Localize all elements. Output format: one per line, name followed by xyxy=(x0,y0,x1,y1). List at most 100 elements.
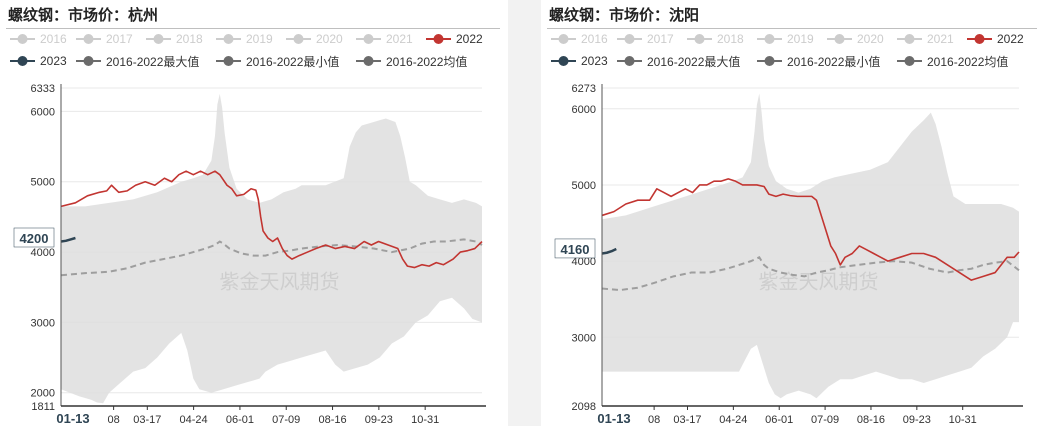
x-tick-label-03-17: 03-17 xyxy=(673,414,701,426)
legend-item-2020[interactable]: 2020 xyxy=(286,31,343,47)
average-line xyxy=(601,256,1020,292)
x-tick-label-07-09: 07-09 xyxy=(811,414,839,426)
legend-label: 2022 xyxy=(456,32,483,46)
panel-separator xyxy=(508,0,541,426)
legend-marker-icon xyxy=(76,34,101,44)
watermark: 紫金天风期货 xyxy=(220,269,340,293)
legend-item-2016-2022[interactable]: 2016-2022最小值 xyxy=(757,53,880,69)
legend-label: 2016-2022最小值 xyxy=(787,54,881,69)
legend-marker-icon xyxy=(551,34,576,44)
y-tick-label-3000: 3000 xyxy=(31,317,55,329)
legend-label: 2016-2022最大值 xyxy=(647,54,741,69)
current-value-badge xyxy=(13,227,55,248)
legend-label: 2016-2022均值 xyxy=(386,54,468,69)
x-tick-label-03-17: 03-17 xyxy=(133,414,161,426)
legend-marker-icon xyxy=(76,56,101,66)
average-line xyxy=(60,238,483,277)
x-tick-label-09-23: 09-23 xyxy=(903,414,931,426)
y-tick-label-6000: 6000 xyxy=(572,104,596,116)
legend-item-2016-2022[interactable]: 2016-2022均值 xyxy=(356,53,467,69)
y-tick-label-5000: 5000 xyxy=(572,180,596,192)
legend-item-2016[interactable]: 2016 xyxy=(10,31,67,47)
x-tick-label-01-13: 01-13 xyxy=(56,411,89,426)
legend-label: 2016-2022最大值 xyxy=(106,54,200,69)
legend-item-2016-2022[interactable]: 2016-2022最大值 xyxy=(76,53,199,69)
legend-item-2017[interactable]: 2017 xyxy=(76,31,133,47)
chart-panel-shenyang: 螺纹钢：市场价：沈阳 2016 2017 2018 2019 2020 2021 2022 2… xyxy=(541,0,1045,426)
min-max-band xyxy=(602,93,1019,399)
x-tick-label-10-31: 10-31 xyxy=(949,414,977,426)
legend-label: 2017 xyxy=(647,32,674,46)
legend-label: 2018 xyxy=(717,32,744,46)
legend-item-2022[interactable]: 2022 xyxy=(426,31,483,47)
x-tick-label-06-01: 06-01 xyxy=(765,414,793,426)
watermark: 紫金天风期货 xyxy=(759,269,879,293)
legend-item-2018[interactable]: 2018 xyxy=(146,31,203,47)
title-divider xyxy=(547,28,1037,29)
x-tick-label-07-09: 07-09 xyxy=(272,414,300,426)
legend-marker-icon xyxy=(216,34,241,44)
legend-marker-icon xyxy=(10,34,35,44)
legend-marker-icon xyxy=(356,56,381,66)
chart-plot: 2098 3000 4000 5000 6000 6273 紫金天风期货 01-13 08 03-… xyxy=(554,83,1023,426)
legend-marker-icon xyxy=(897,56,922,66)
x-tick-label-01-13: 01-13 xyxy=(597,411,630,426)
legend-item-2016[interactable]: 2016 xyxy=(551,31,608,47)
legend-marker-icon xyxy=(757,56,782,66)
legend-item-2016-2022[interactable]: 2016-2022均值 xyxy=(897,53,1008,69)
x-tick-label-08-16: 08-16 xyxy=(857,414,885,426)
legend-label: 2017 xyxy=(106,32,133,46)
legend-label: 2019 xyxy=(246,32,273,46)
legend-item-2016-2022[interactable]: 2016-2022最大值 xyxy=(617,53,740,69)
legend-marker-icon xyxy=(827,34,852,44)
y-tick-label-3000: 3000 xyxy=(572,332,596,344)
legend-marker-icon xyxy=(967,34,992,44)
legend-marker-icon xyxy=(356,34,381,44)
y-tick-label-4000: 4000 xyxy=(572,256,596,268)
legend-item-2023[interactable]: 2023 xyxy=(10,53,67,69)
legend-label: 2018 xyxy=(176,32,203,46)
y-tick-label-4000: 4000 xyxy=(31,247,55,259)
series-line-2022 xyxy=(60,170,483,269)
x-tick-label-10-31: 10-31 xyxy=(411,414,439,426)
series-line-2022 xyxy=(601,178,1020,281)
current-value-label: 4200 xyxy=(20,231,49,246)
current-value-badge xyxy=(554,238,596,259)
legend-item-2021[interactable]: 2021 xyxy=(897,31,954,47)
y-tick-label-6000: 6000 xyxy=(31,106,55,118)
legend-label: 2016 xyxy=(40,32,67,46)
legend-marker-icon xyxy=(551,56,576,66)
title-divider xyxy=(6,28,500,29)
legend-marker-icon xyxy=(426,34,451,44)
legend-label: 2016-2022均值 xyxy=(927,54,1009,69)
legend-item-2019[interactable]: 2019 xyxy=(216,31,273,47)
y-tick-label-6273: 6273 xyxy=(572,83,596,95)
legend-label: 2021 xyxy=(386,32,413,46)
legend-item-2018[interactable]: 2018 xyxy=(687,31,744,47)
chart-panel-hangzhou: 螺纹钢：市场价：杭州 2016 2017 2018 2019 2020 2021 2022 2… xyxy=(0,0,508,426)
series-line-2023 xyxy=(601,247,617,255)
legend-item-2016-2022[interactable]: 2016-2022最小值 xyxy=(216,53,339,69)
x-tick-label-04-24: 04-24 xyxy=(719,414,747,426)
legend-label: 2022 xyxy=(997,32,1024,46)
legend-item-2020[interactable]: 2020 xyxy=(827,31,884,47)
current-value-label: 4160 xyxy=(561,242,590,257)
legend-item-2019[interactable]: 2019 xyxy=(757,31,814,47)
legend-label: 2019 xyxy=(787,32,814,46)
legend-marker-icon xyxy=(617,56,642,66)
series-line-2023 xyxy=(60,236,76,243)
legend-marker-icon xyxy=(617,34,642,44)
x-tick-label-08: 08 xyxy=(648,414,660,426)
y-tick-label-2098: 2098 xyxy=(572,401,596,413)
x-tick-label-08: 08 xyxy=(108,414,120,426)
legend-label: 2020 xyxy=(316,32,343,46)
legend-item-2023[interactable]: 2023 xyxy=(551,53,608,69)
legend-marker-icon xyxy=(286,34,311,44)
legend-label: 2021 xyxy=(927,32,954,46)
y-tick-label-5000: 5000 xyxy=(31,177,55,189)
legend-item-2022[interactable]: 2022 xyxy=(967,31,1024,47)
legend-item-2021[interactable]: 2021 xyxy=(356,31,413,47)
legend-item-2017[interactable]: 2017 xyxy=(617,31,674,47)
legend-marker-icon xyxy=(10,56,35,66)
